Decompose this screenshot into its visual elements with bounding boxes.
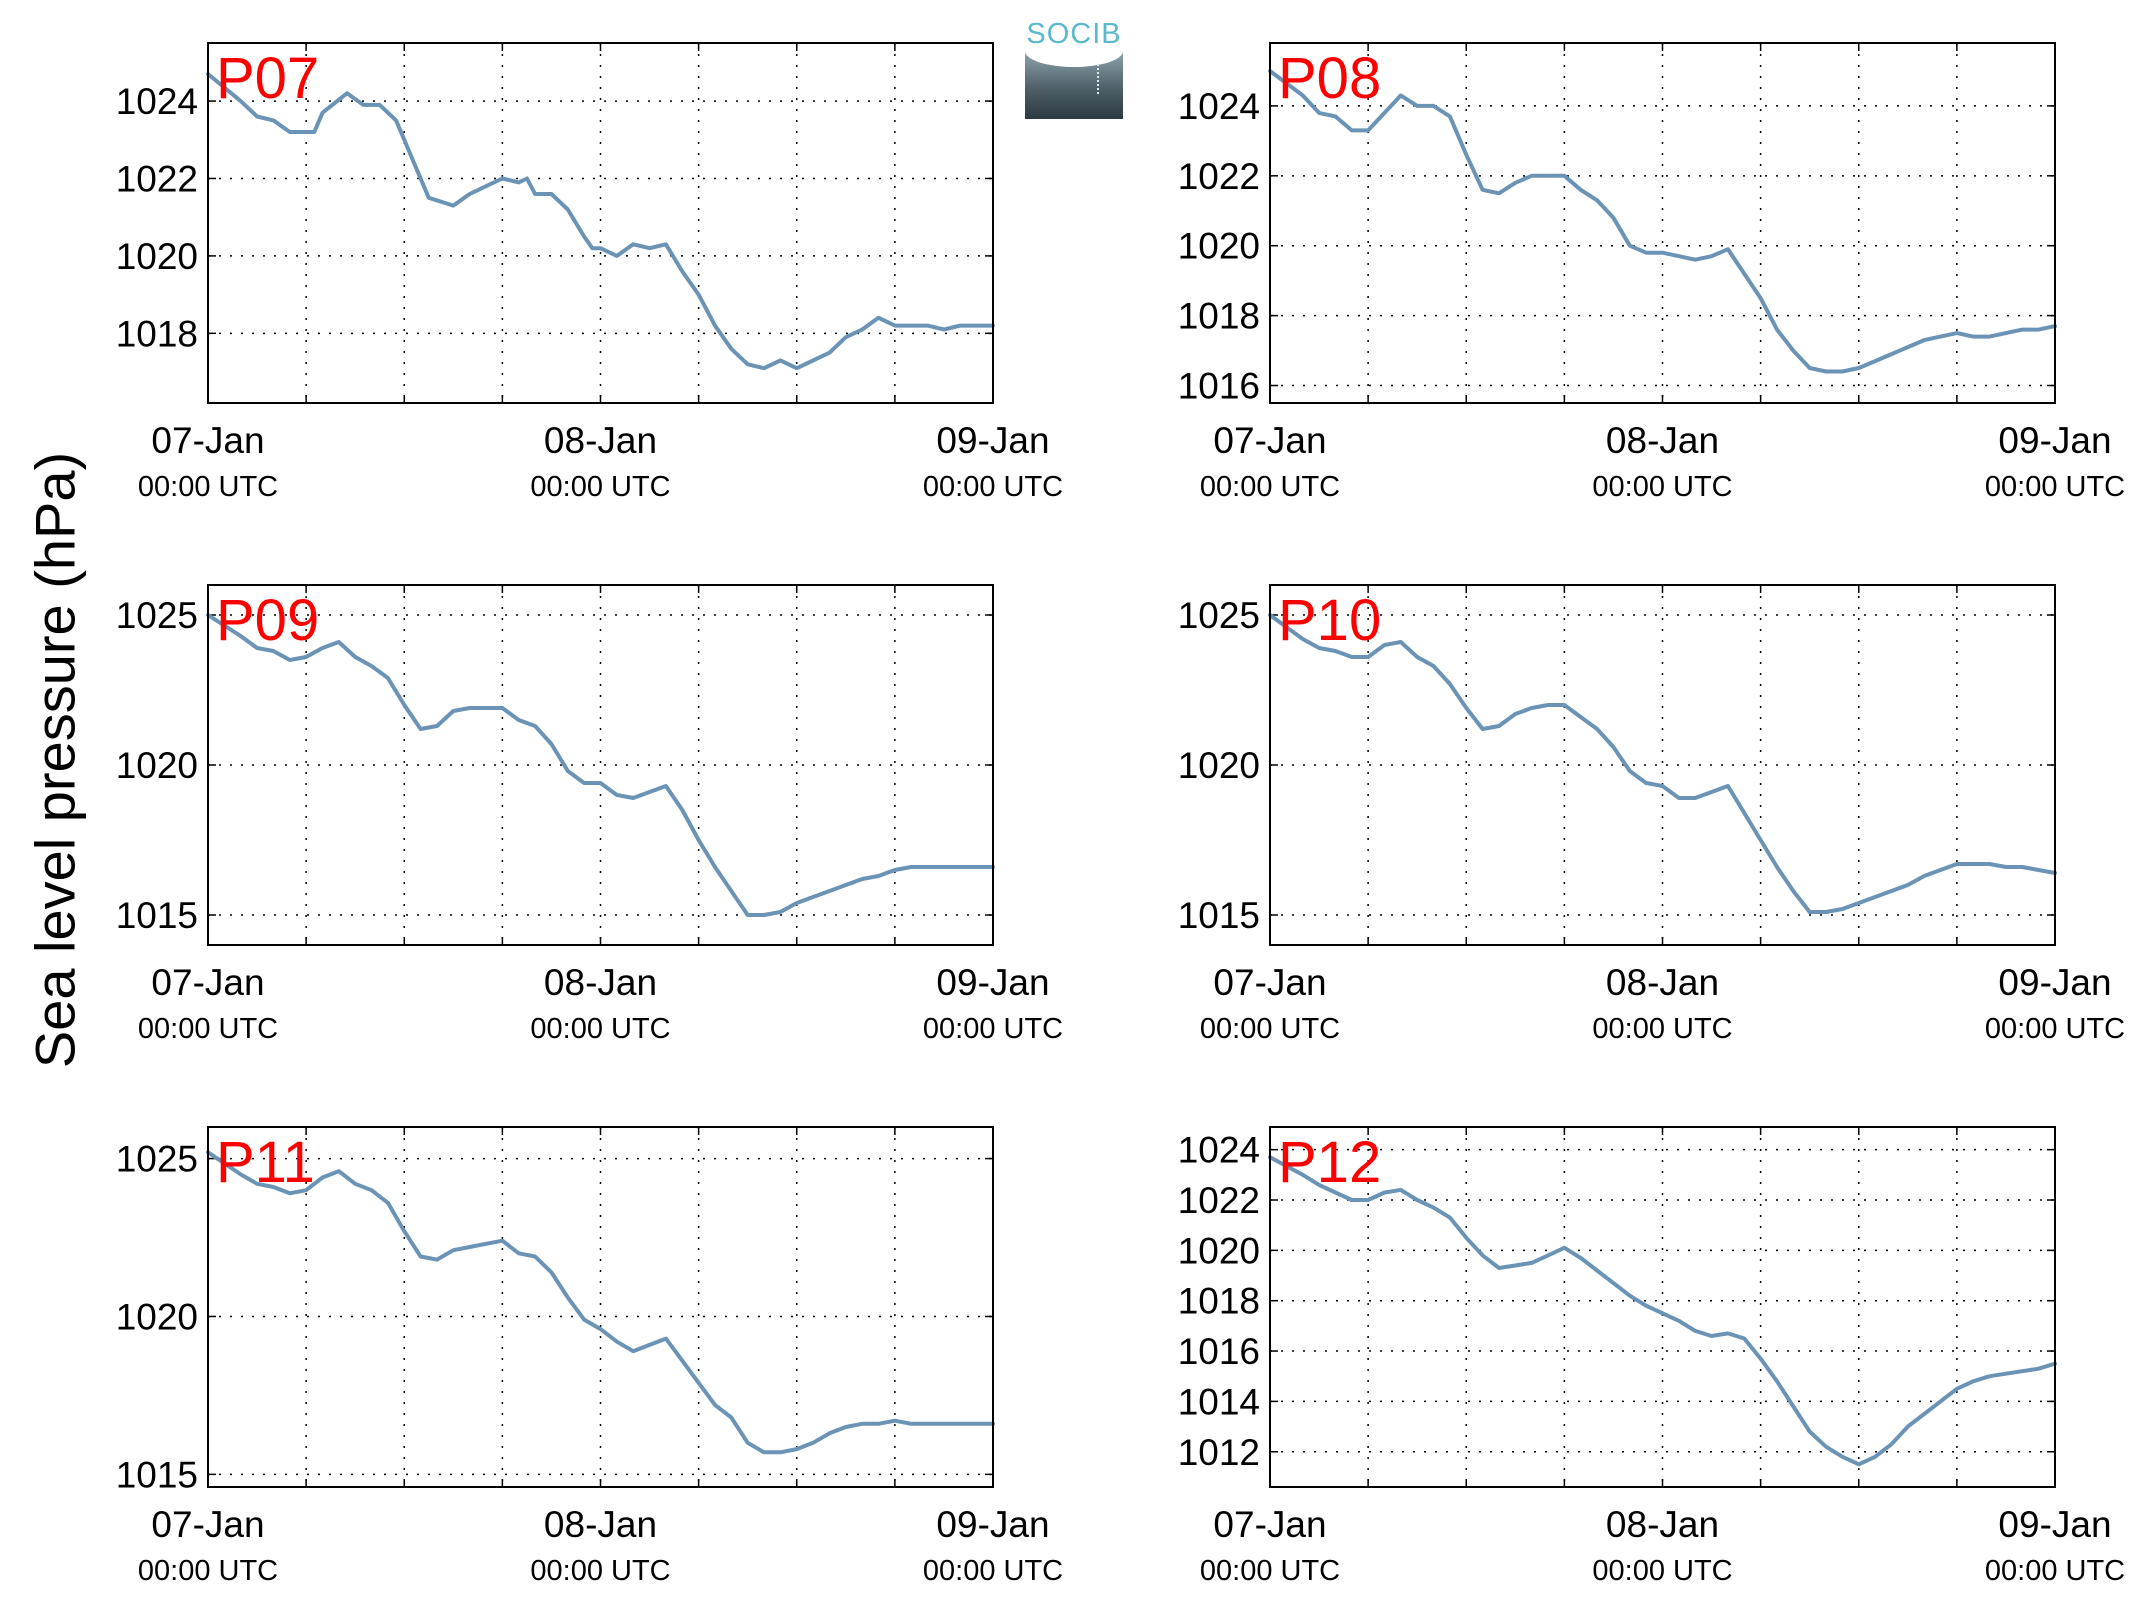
- chart-panel-p09: 1015 1020 1025 P09 07-Jan 00:00 UTC 08-Jan 00:0…: [116, 584, 1063, 1045]
- x-tick-label-time: 00:00 UTC: [1200, 1555, 1340, 1587]
- station-label: P09: [216, 588, 319, 653]
- x-tick-label-date: 07-Jan: [1213, 1504, 1326, 1545]
- plot-frame: [1269, 584, 2056, 946]
- y-tick-label: 1022: [116, 158, 198, 199]
- y-tick-label: 1016: [1178, 1331, 1260, 1372]
- x-tick-label-time: 00:00 UTC: [138, 471, 278, 503]
- y-tick-label: 1020: [1178, 226, 1260, 267]
- plot-frame: [207, 42, 994, 404]
- station-label: P12: [1278, 1130, 1381, 1195]
- plot-frame: [207, 584, 994, 946]
- x-tick-label-time: 00:00 UTC: [1985, 471, 2125, 503]
- y-tick-label: 1020: [116, 745, 198, 786]
- y-tick-label: 1020: [116, 236, 198, 277]
- x-tick-label-date: 07-Jan: [1213, 962, 1326, 1003]
- chart-panel-p10: 1015 1020 1025 P10 07-Jan 00:00 UTC 08-Jan 00:0…: [1178, 584, 2125, 1045]
- y-tick-label: 1022: [1178, 156, 1260, 197]
- x-tick-label-time: 00:00 UTC: [1592, 1013, 1732, 1045]
- socib-logo: SOCIB: [1025, 18, 1123, 122]
- plot-area: [208, 585, 993, 945]
- x-tick-label-date: 07-Jan: [151, 962, 264, 1003]
- x-tick-label-date: 08-Jan: [1606, 962, 1719, 1003]
- plot-area: [1270, 1127, 2055, 1487]
- y-tick-label: 1015: [116, 895, 198, 936]
- station-label: P11: [216, 1130, 315, 1195]
- x-tick-label-time: 00:00 UTC: [530, 471, 670, 503]
- chart-panel-p12: 1012 1014 1016 1018 1020 1022 1024 P12 07-Jan 00:…: [1178, 1126, 2125, 1587]
- chart-panel-p08: 1016 1018 1020 1022 1024 P08 07-Jan 00:00 UTC 08…: [1178, 42, 2125, 503]
- x-tick-label-time: 00:00 UTC: [923, 471, 1063, 503]
- plot-frame: [1269, 1126, 2056, 1488]
- x-tick-label-date: 08-Jan: [544, 962, 657, 1003]
- x-tick-label-time: 00:00 UTC: [138, 1013, 278, 1045]
- plot-area: [1270, 43, 2055, 403]
- x-tick-label-date: 09-Jan: [1998, 420, 2111, 461]
- y-tick-label: 1012: [1178, 1432, 1260, 1473]
- x-tick-label-date: 07-Jan: [151, 420, 264, 461]
- pressure-series-line: [1268, 1155, 2057, 1467]
- x-tick-label-date: 08-Jan: [544, 1504, 657, 1545]
- y-tick-label: 1018: [1178, 296, 1260, 337]
- x-tick-label-time: 00:00 UTC: [1985, 1555, 2125, 1587]
- y-tick-label: 1015: [1178, 895, 1260, 936]
- x-tick-label-date: 09-Jan: [1998, 1504, 2111, 1545]
- y-tick-label: 1020: [1178, 745, 1260, 786]
- y-tick-label: 1015: [116, 1454, 198, 1495]
- y-tick-label: 1025: [116, 595, 198, 636]
- y-tick-label: 1018: [1178, 1281, 1260, 1322]
- y-tick-label: 1020: [1178, 1230, 1260, 1271]
- x-tick-label-time: 00:00 UTC: [138, 1555, 278, 1587]
- x-tick-label-date: 08-Jan: [544, 420, 657, 461]
- x-tick-label-time: 00:00 UTC: [923, 1555, 1063, 1587]
- x-tick-label-time: 00:00 UTC: [530, 1555, 670, 1587]
- plot-area: [208, 43, 993, 403]
- pressure-series-line: [206, 613, 995, 917]
- x-tick-label-date: 09-Jan: [936, 962, 1049, 1003]
- station-label: P07: [216, 46, 319, 111]
- y-tick-label: 1025: [116, 1139, 198, 1180]
- y-tick-label: 1022: [1178, 1180, 1260, 1221]
- pressure-series-line: [206, 72, 995, 371]
- y-tick-label: 1018: [116, 313, 198, 354]
- x-tick-label-date: 08-Jan: [1606, 420, 1719, 461]
- logo-wave: [1025, 51, 1123, 67]
- x-tick-label-time: 00:00 UTC: [530, 1013, 670, 1045]
- logo-text: SOCIB: [1026, 18, 1122, 50]
- station-label: P08: [1278, 46, 1381, 111]
- x-tick-label-date: 09-Jan: [1998, 962, 2111, 1003]
- x-tick-label-time: 00:00 UTC: [1200, 1013, 1340, 1045]
- x-tick-label-time: 00:00 UTC: [1592, 471, 1732, 503]
- y-tick-label: 1024: [1178, 1130, 1260, 1171]
- x-tick-label-date: 09-Jan: [936, 420, 1049, 461]
- plot-frame: [207, 1126, 994, 1488]
- x-tick-label-date: 08-Jan: [1606, 1504, 1719, 1545]
- y-tick-label: 1025: [1178, 595, 1260, 636]
- y-axis-label: Sea level pressure (hPa): [23, 451, 87, 1069]
- y-tick-label: 1020: [116, 1296, 198, 1337]
- x-tick-label-time: 00:00 UTC: [1592, 1555, 1732, 1587]
- y-tick-label: 1016: [1178, 366, 1260, 407]
- x-tick-label-time: 00:00 UTC: [1200, 471, 1340, 503]
- x-tick-label-date: 07-Jan: [151, 1504, 264, 1545]
- chart-panel-p07: 1018 1020 1022 1024 P07 07-Jan 00:00 UTC 08-Jan…: [116, 42, 1063, 503]
- y-tick-label: 1024: [116, 81, 198, 122]
- x-tick-label-date: 07-Jan: [1213, 420, 1326, 461]
- y-tick-label: 1014: [1178, 1381, 1260, 1422]
- pressure-series-line: [1268, 613, 2057, 914]
- x-tick-label-time: 00:00 UTC: [1985, 1013, 2125, 1045]
- x-tick-label-time: 00:00 UTC: [923, 1013, 1063, 1045]
- y-tick-label: 1024: [1178, 86, 1260, 127]
- pressure-series-line: [206, 1150, 995, 1455]
- x-tick-label-date: 09-Jan: [936, 1504, 1049, 1545]
- plot-frame: [1269, 42, 2056, 404]
- plot-area: [208, 1127, 993, 1487]
- pressure-series-line: [1268, 69, 2057, 374]
- station-label: P10: [1278, 588, 1381, 653]
- logo-mast: [1097, 64, 1099, 94]
- chart-panel-p11: 1015 1020 1025 P11 07-Jan 00:00 UTC 08-Jan 00:0…: [116, 1126, 1063, 1587]
- plot-area: [1270, 585, 2055, 945]
